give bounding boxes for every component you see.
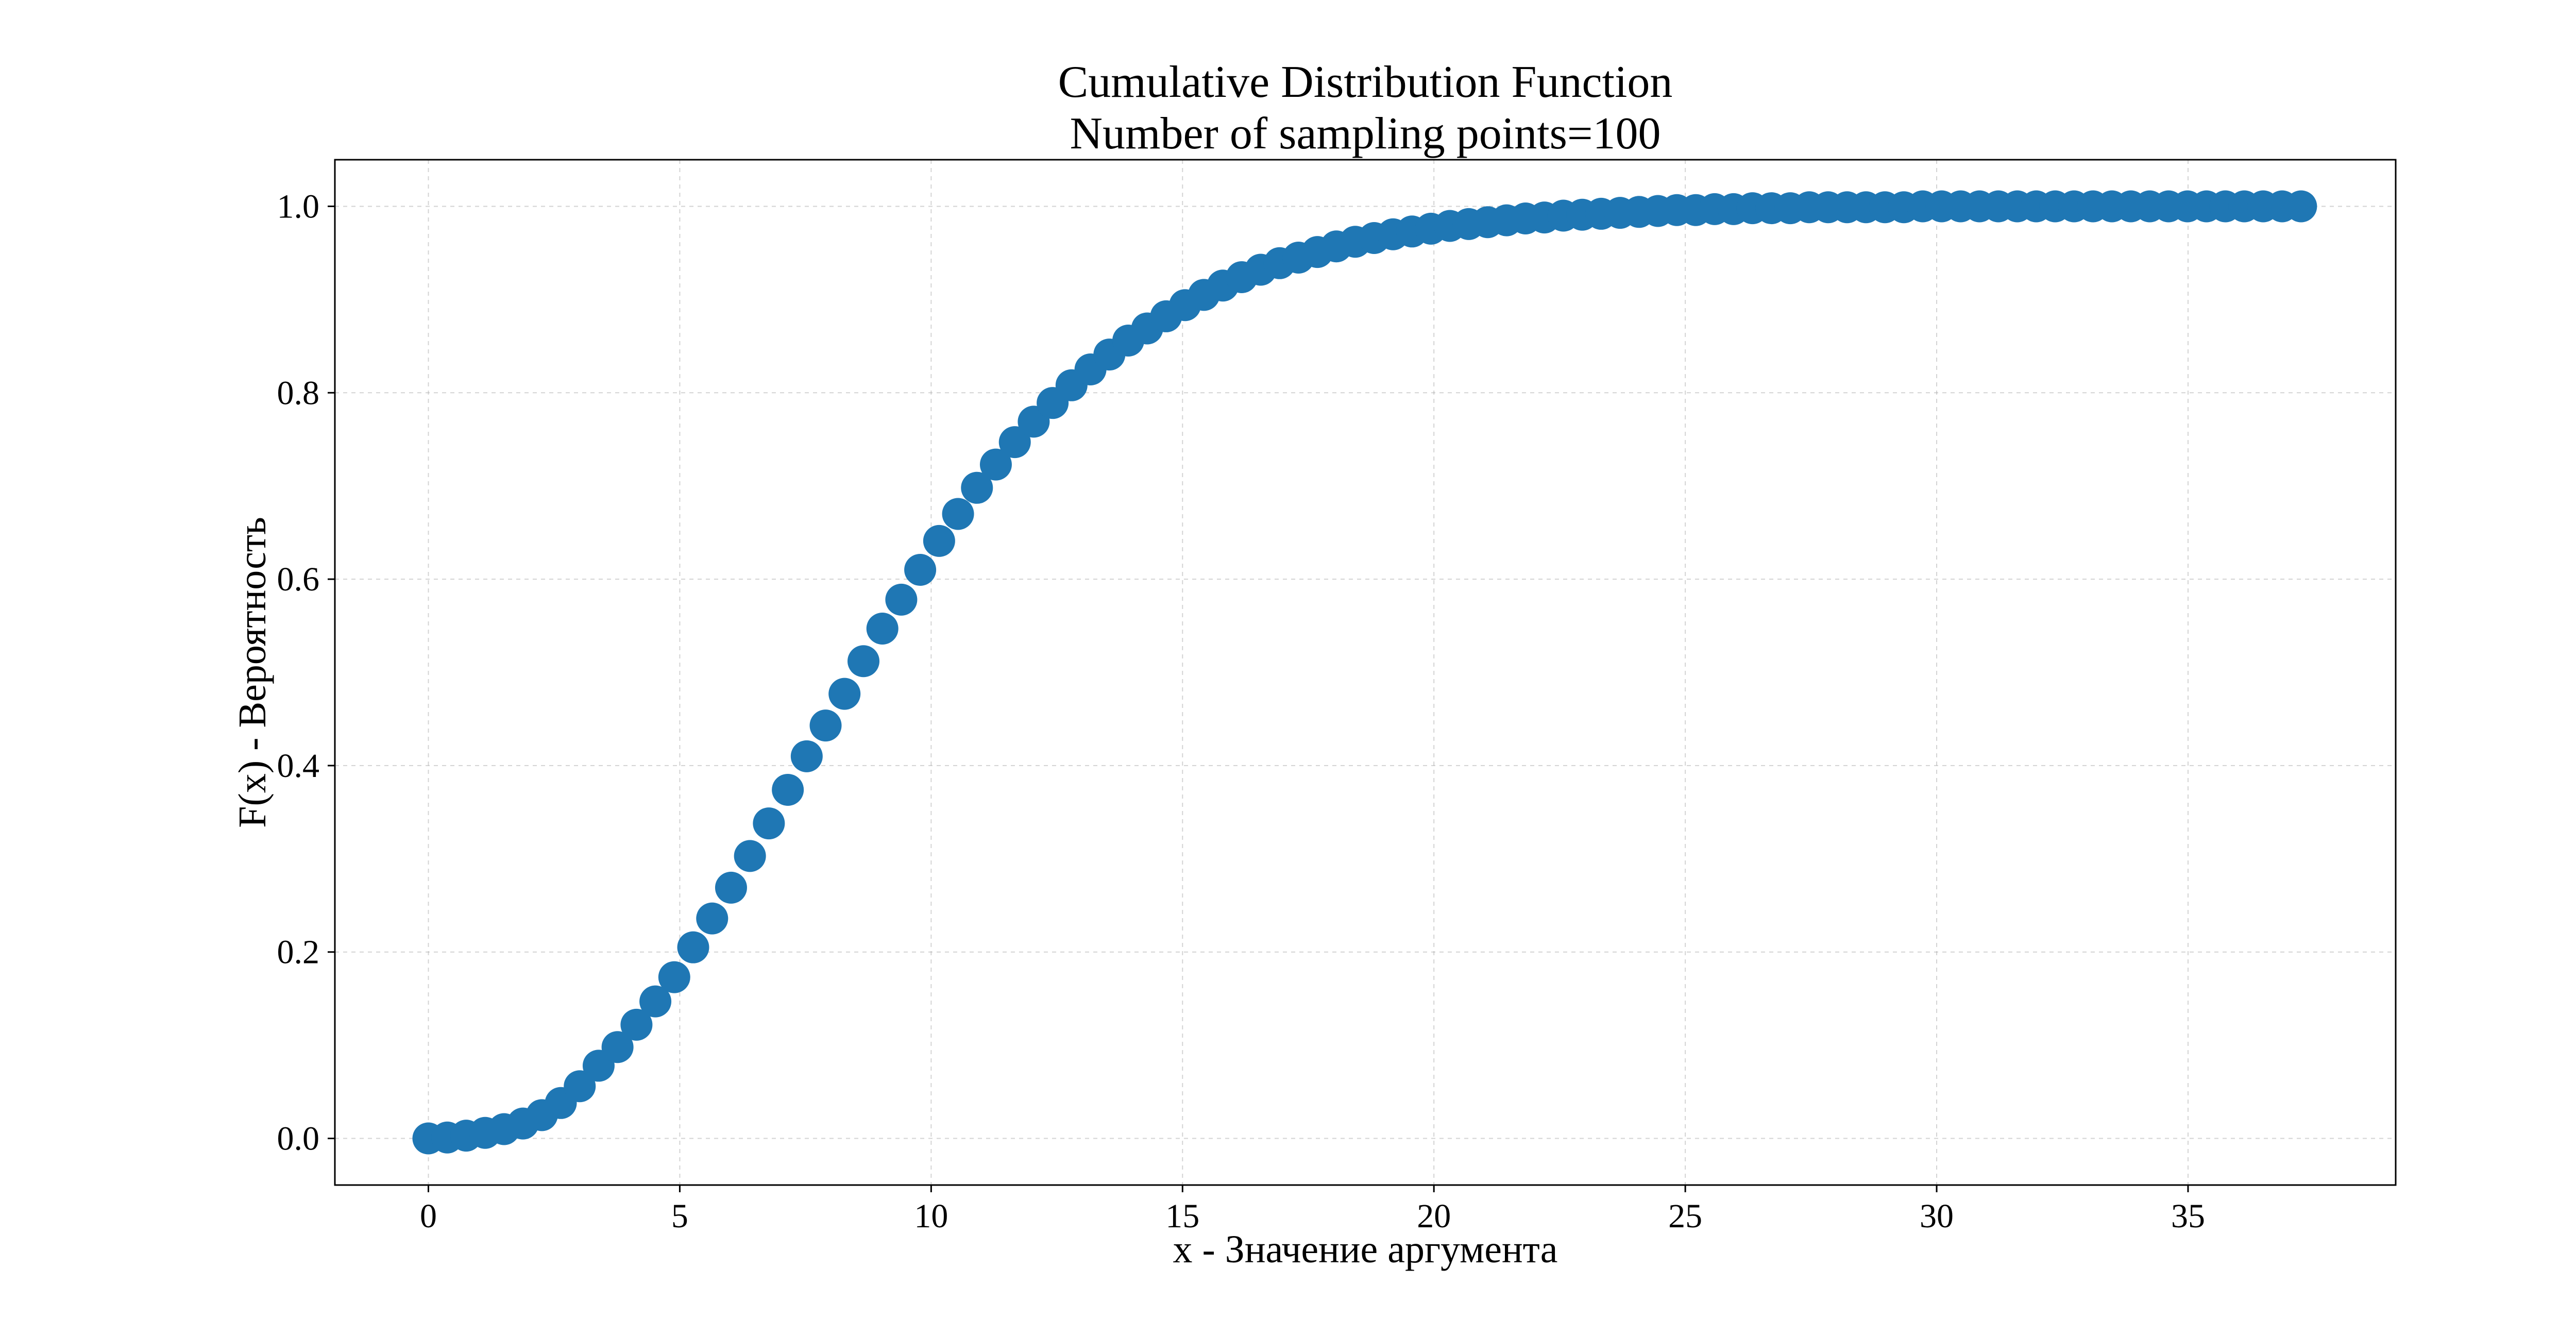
data-point — [772, 773, 804, 806]
x-tick-label: 30 — [1920, 1197, 1954, 1235]
y-tick-label: 0.8 — [277, 374, 320, 412]
x-axis-label: x - Значение аргумента — [1173, 1228, 1557, 1271]
data-point — [564, 1070, 596, 1103]
x-tick-label: 25 — [1668, 1197, 1702, 1235]
plot-frame — [334, 159, 2397, 1186]
grid — [335, 160, 2396, 1185]
x-tick-label: 20 — [1417, 1197, 1451, 1235]
x-tick-label: 0 — [420, 1197, 437, 1235]
data-point — [601, 1031, 634, 1063]
x-tick-label: 5 — [671, 1197, 688, 1235]
data-point — [658, 961, 690, 993]
data-point — [696, 902, 728, 935]
data-point — [885, 583, 918, 616]
y-tick-label: 1.0 — [277, 188, 320, 225]
data-point — [639, 985, 672, 1018]
y-tick-label: 0.0 — [277, 1120, 320, 1158]
chart-title: Cumulative Distribution Function — [1058, 57, 1673, 107]
x-tick-label: 10 — [914, 1197, 948, 1235]
data-point — [753, 807, 785, 840]
data-point — [904, 554, 937, 586]
y-tick-label: 0.2 — [277, 934, 320, 971]
data-point — [848, 645, 880, 678]
data-point — [979, 448, 1012, 481]
data-points — [412, 190, 2317, 1155]
x-tick-label: 35 — [2171, 1197, 2205, 1235]
y-tick-label: 0.4 — [277, 747, 320, 785]
data-point — [2285, 190, 2317, 223]
data-point — [677, 931, 709, 963]
data-point — [828, 678, 861, 710]
data-point — [998, 426, 1031, 459]
axis-ticks: 0 5 10 15 20 25 30 35 0.0 0.2 0.4 0.6 0.8 1.0 — [277, 188, 2205, 1235]
data-point — [715, 871, 747, 904]
x-tick-label: 15 — [1165, 1197, 1199, 1235]
data-point — [866, 612, 899, 645]
y-axis-label: F(x) - Вероятность — [231, 517, 274, 828]
data-point — [942, 498, 974, 530]
data-point — [790, 740, 823, 772]
chart-subtitle: Number of sampling points=100 — [1070, 109, 1660, 159]
data-point — [809, 709, 842, 742]
data-point — [961, 471, 993, 504]
data-point — [923, 525, 955, 557]
y-tick-label: 0.6 — [277, 561, 320, 598]
data-point — [734, 840, 766, 872]
data-point — [620, 1008, 653, 1041]
